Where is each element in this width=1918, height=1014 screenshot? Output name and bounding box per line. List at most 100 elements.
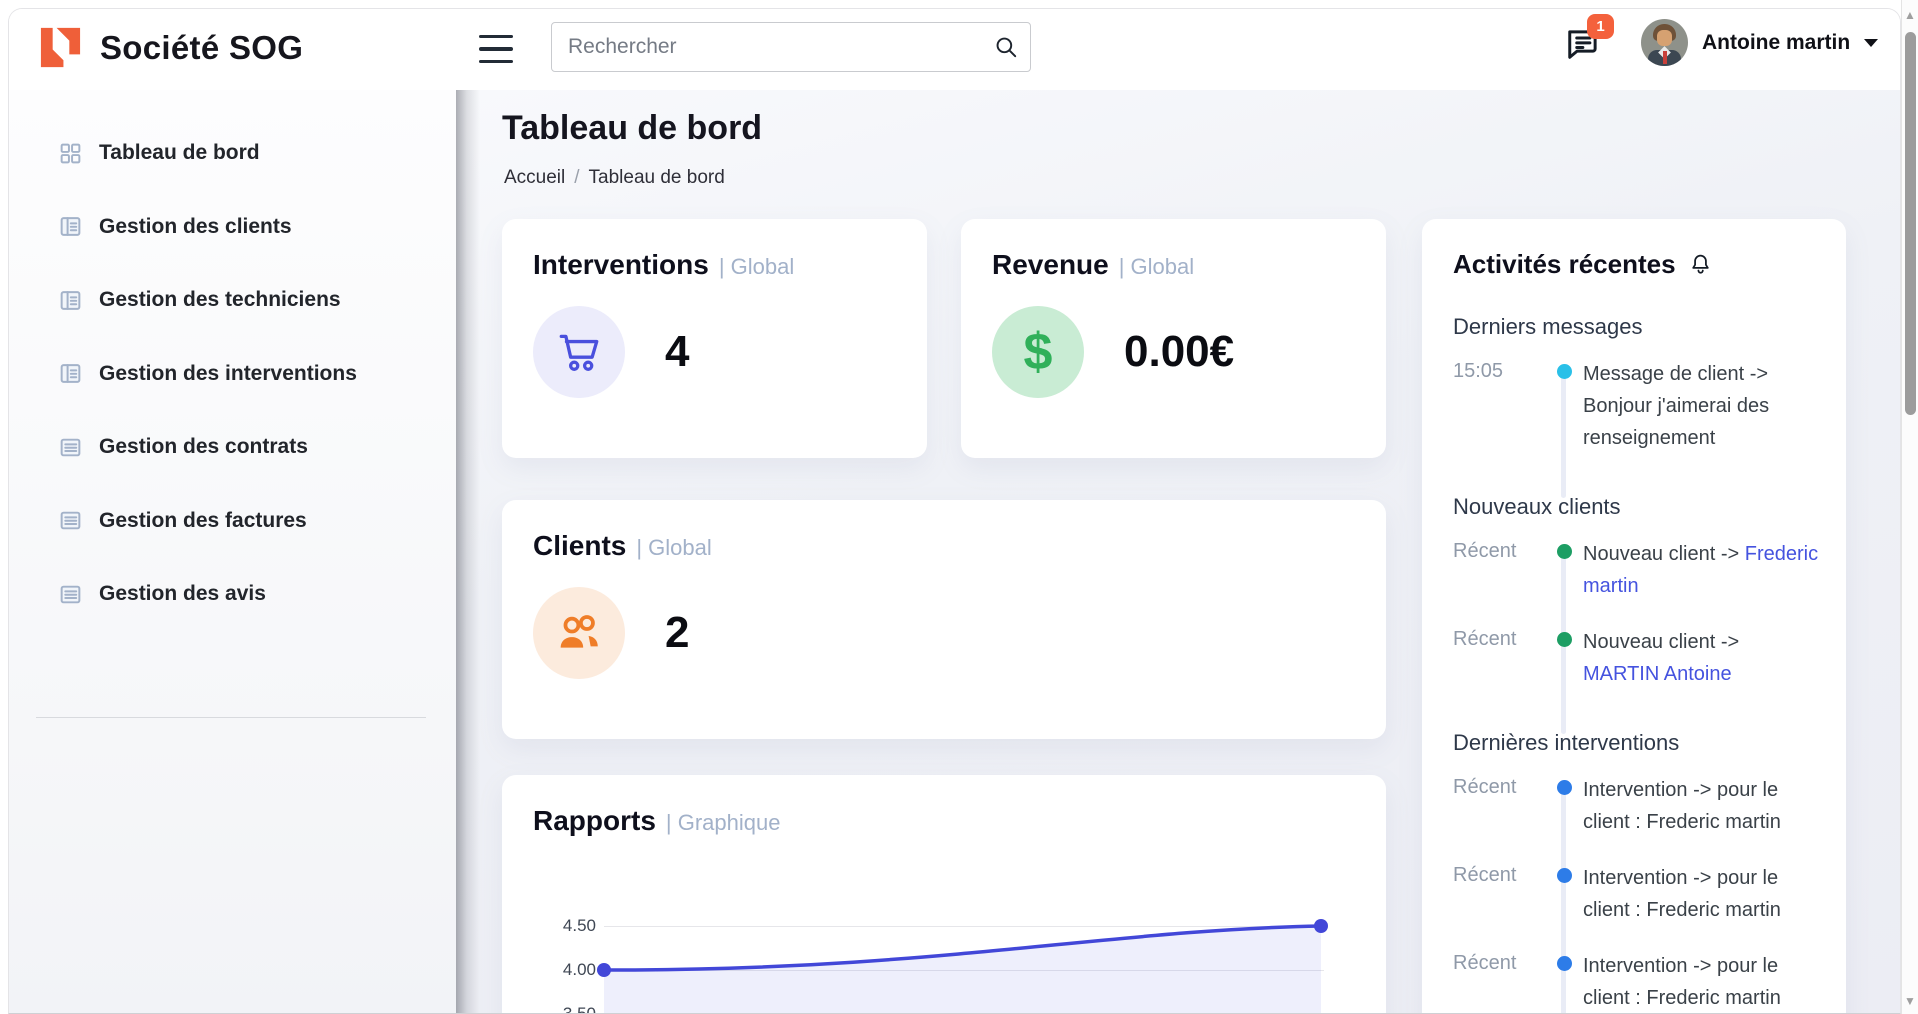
sidebar-item-gestion-des-techniciens[interactable]: Gestion des techniciens [9, 272, 456, 328]
sidebar-item-label: Gestion des interventions [99, 362, 357, 386]
hamburger-menu-icon[interactable] [479, 35, 513, 63]
breadcrumb-separator: / [574, 167, 579, 189]
reports-card: Rapports | Graphique 4.504.003.50 [502, 775, 1386, 1014]
brand-name: Société SOG [100, 29, 303, 67]
chart-series [604, 916, 1321, 1014]
activity-title: Activités récentes [1453, 249, 1676, 280]
reports-card-subtitle: | Graphique [666, 810, 781, 836]
sidebar-shadow [456, 90, 480, 1013]
sidebar-item-gestion-des-avis[interactable]: Gestion des avis [9, 566, 456, 622]
activity-section: Derniers messages 15:05 Message de clien… [1453, 314, 1820, 494]
revenue-card-title: Revenue [992, 249, 1109, 281]
topbar: Société SOG 1 Antoine martin [9, 9, 1900, 90]
activity-item-text: Intervention -> pour le client : Frederi… [1583, 950, 1820, 1014]
activity-item-time: 15:05 [1453, 358, 1545, 454]
scroll-down-arrow[interactable]: ▼ [1902, 994, 1918, 1008]
breadcrumb-home[interactable]: Accueil [504, 167, 565, 189]
clients-card: Clients | Global 2 [502, 500, 1386, 739]
timeline-dot [1557, 956, 1572, 971]
app-window: Société SOG 1 Antoine martin [8, 8, 1901, 1014]
sidebar-item-gestion-des-factures[interactable]: Gestion des factures [9, 493, 456, 549]
grid-icon [58, 141, 83, 166]
messages-button[interactable]: 1 [1561, 24, 1607, 70]
activity-item-text: Intervention -> pour le client : Frederi… [1583, 774, 1820, 838]
breadcrumb-current: Tableau de bord [589, 167, 725, 189]
layout-icon [58, 361, 83, 386]
activity-item: Récent Nouveau client -> MARTIN Antoine [1453, 626, 1820, 690]
activity-item-time: Récent [1453, 774, 1545, 838]
activity-item-time: Récent [1453, 950, 1545, 1014]
layout-icon [58, 214, 83, 239]
timeline-dot [1557, 544, 1572, 559]
search-input[interactable] [551, 22, 1031, 72]
data-point [1314, 919, 1328, 933]
user-menu[interactable]: Antoine martin [1641, 18, 1878, 67]
activity-item-text: Nouveau client -> Frederic martin [1583, 538, 1820, 602]
scroll-up-arrow[interactable]: ▲ [1902, 8, 1918, 22]
search-box [551, 22, 1031, 72]
avatar [1641, 19, 1688, 66]
timeline-dot [1557, 632, 1572, 647]
activity-item: Récent Intervention -> pour le client : … [1453, 774, 1820, 838]
dollar-icon: $ [992, 306, 1084, 398]
revenue-card-subtitle: | Global [1119, 254, 1194, 280]
activity-item: Récent Nouveau client -> Frederic martin [1453, 538, 1820, 602]
layout-icon [58, 288, 83, 313]
y-tick-label: 3.50 [558, 1004, 596, 1014]
users-icon [533, 587, 625, 679]
activity-section-title: Dernières interventions [1453, 730, 1820, 756]
reports-area-chart: 4.504.003.50 [558, 916, 1338, 1014]
clients-card-subtitle: | Global [636, 535, 711, 561]
notification-badge: 1 [1587, 14, 1614, 39]
page-title: Tableau de bord [502, 109, 762, 148]
clients-card-title: Clients [533, 530, 626, 562]
sidebar-item-tableau-de-bord[interactable]: Tableau de bord [9, 125, 456, 181]
recent-activity-panel: Activités récentes Derniers messages 15:… [1422, 219, 1846, 1014]
activity-item-link[interactable]: MARTIN Antoine [1583, 663, 1732, 685]
sidebar-item-gestion-des-contrats[interactable]: Gestion des contrats [9, 419, 456, 475]
timeline-dot [1557, 780, 1572, 795]
y-tick-label: 4.50 [558, 916, 596, 936]
brand-logo[interactable]: Société SOG [37, 24, 303, 71]
clients-value: 2 [665, 608, 689, 658]
activity-section: Dernières interventions Récent Intervent… [1453, 730, 1820, 1014]
activity-item-time: Récent [1453, 626, 1545, 690]
list-icon [58, 435, 83, 460]
activity-item: 15:05 Message de client -> Bonjour j'aim… [1453, 358, 1820, 454]
scrollbar: ▲ ▼ [1901, 0, 1918, 1014]
interventions-card-subtitle: | Global [719, 254, 794, 280]
sidebar: Tableau de bord Gestion des clients Gest… [9, 90, 456, 1013]
activity-item-text: Intervention -> pour le client : Frederi… [1583, 862, 1820, 926]
sidebar-divider [36, 717, 426, 718]
breadcrumb: Accueil / Tableau de bord [504, 167, 725, 189]
sidebar-item-label: Gestion des factures [99, 509, 307, 533]
activity-item-text: Message de client -> Bonjour j'aimerai d… [1583, 358, 1820, 454]
activity-item-time: Récent [1453, 862, 1545, 926]
interventions-card-title: Interventions [533, 249, 709, 281]
activity-section-title: Nouveaux clients [1453, 494, 1820, 520]
timeline-dot [1557, 364, 1572, 379]
sidebar-item-label: Gestion des clients [99, 215, 292, 239]
sidebar-item-label: Gestion des techniciens [99, 288, 341, 312]
list-icon [58, 508, 83, 533]
sidebar-item-label: Tableau de bord [99, 141, 260, 165]
timeline-dot [1557, 868, 1572, 883]
sidebar-item-label: Gestion des avis [99, 582, 266, 606]
bell-icon [1688, 252, 1713, 277]
sidebar-item-label: Gestion des contrats [99, 435, 308, 459]
interventions-card: Interventions | Global 4 [502, 219, 927, 458]
data-point [597, 963, 611, 977]
activity-item-text: Nouveau client -> MARTIN Antoine [1583, 626, 1820, 690]
search-icon [993, 34, 1019, 60]
cart-icon [533, 306, 625, 398]
sidebar-item-gestion-des-interventions[interactable]: Gestion des interventions [9, 346, 456, 402]
user-name: Antoine martin [1702, 31, 1850, 55]
activity-item: Récent Intervention -> pour le client : … [1453, 862, 1820, 926]
list-icon [58, 582, 83, 607]
scrollbar-thumb[interactable] [1905, 32, 1916, 415]
activity-section: Nouveaux clients Récent Nouveau client -… [1453, 494, 1820, 730]
activity-item-time: Récent [1453, 538, 1545, 602]
activity-item: Récent Intervention -> pour le client : … [1453, 950, 1820, 1014]
sidebar-item-gestion-des-clients[interactable]: Gestion des clients [9, 199, 456, 255]
reports-card-title: Rapports [533, 805, 656, 837]
